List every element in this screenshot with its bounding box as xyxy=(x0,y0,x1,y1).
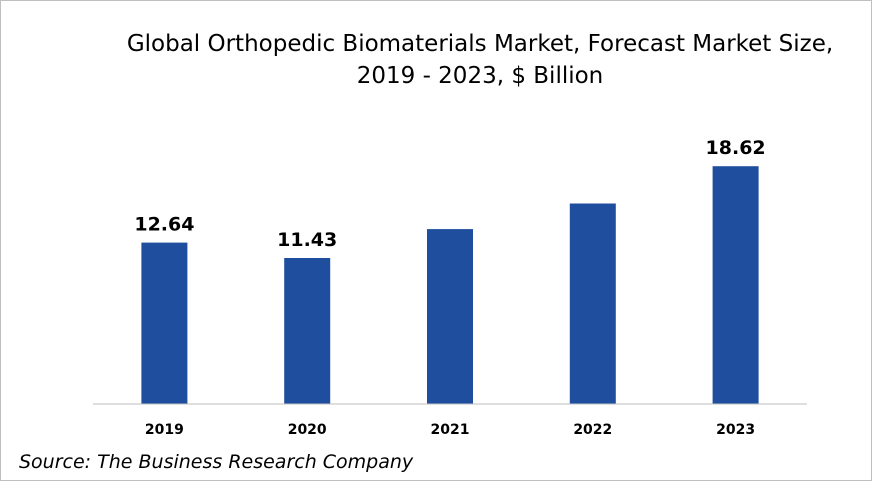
bar-2022 xyxy=(569,203,616,404)
bar-2019 xyxy=(141,242,188,404)
x-tick-label-2023: 2023 xyxy=(716,422,755,438)
x-tick-labels-group: 2019 2020 2021 2022 2023 xyxy=(145,422,755,438)
value-labels-group: 12.64 11.43 18.62 xyxy=(134,137,765,251)
value-label-2020: 11.43 xyxy=(277,229,337,251)
bar-2020 xyxy=(284,258,331,404)
value-label-2019: 12.64 xyxy=(134,214,194,236)
chart-title: Global Orthopedic Biomaterials Market, F… xyxy=(126,31,834,89)
source-note: Source: The Business Research Company xyxy=(19,451,414,473)
x-tick-label-2019: 2019 xyxy=(145,422,184,438)
x-tick-label-2020: 2020 xyxy=(288,422,327,438)
bar-2021 xyxy=(427,229,473,404)
value-label-2023: 18.62 xyxy=(706,137,766,159)
bars-group xyxy=(141,166,759,404)
x-tick-label-2021: 2021 xyxy=(431,422,470,438)
x-tick-label-2022: 2022 xyxy=(573,422,612,438)
bar-2023 xyxy=(712,166,759,404)
